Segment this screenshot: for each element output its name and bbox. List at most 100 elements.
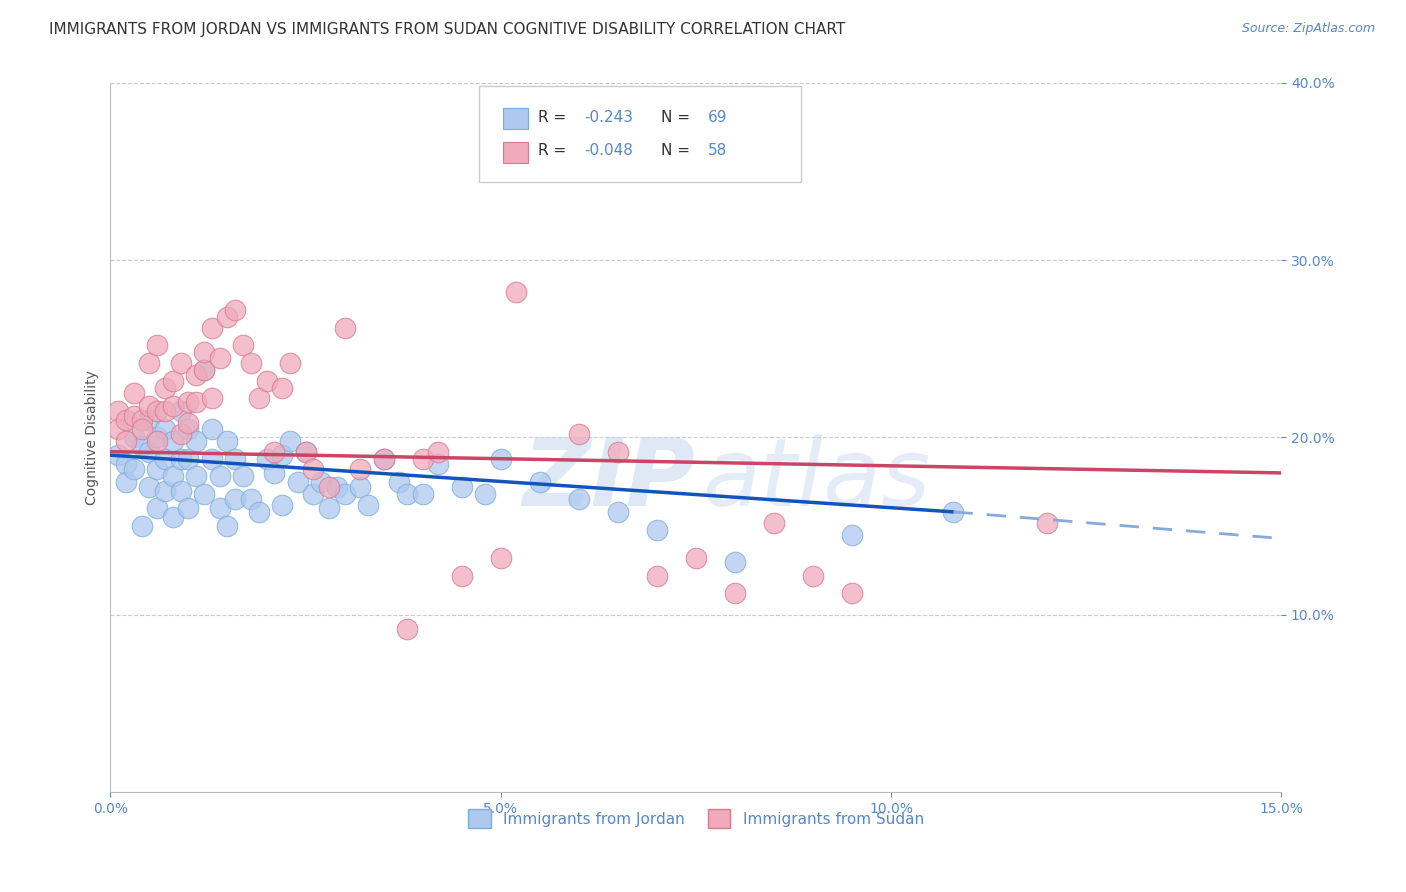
Point — [193, 363, 215, 377]
Text: atlas: atlas — [702, 434, 929, 525]
Point — [186, 434, 208, 448]
Point — [309, 475, 332, 489]
Point — [247, 505, 270, 519]
Point — [193, 487, 215, 501]
Point — [505, 285, 527, 299]
Text: Source: ZipAtlas.com: Source: ZipAtlas.com — [1241, 22, 1375, 36]
Point — [247, 392, 270, 406]
Point — [131, 439, 153, 453]
Point — [762, 516, 785, 530]
Point — [349, 480, 371, 494]
Point — [1036, 516, 1059, 530]
Point — [450, 480, 472, 494]
Point — [357, 498, 380, 512]
Point — [138, 356, 160, 370]
Point — [271, 381, 294, 395]
Point — [169, 356, 191, 370]
Point — [263, 444, 285, 458]
Point — [388, 475, 411, 489]
Point — [224, 451, 246, 466]
Point — [373, 451, 395, 466]
Point — [302, 462, 325, 476]
FancyBboxPatch shape — [502, 108, 529, 129]
Point — [115, 457, 138, 471]
Point — [146, 501, 169, 516]
Point — [208, 469, 231, 483]
Text: -0.048: -0.048 — [585, 143, 634, 158]
Point — [186, 469, 208, 483]
Point — [427, 444, 450, 458]
Point — [489, 451, 512, 466]
Point — [122, 430, 145, 444]
Point — [395, 622, 418, 636]
Point — [122, 462, 145, 476]
Point — [107, 404, 129, 418]
FancyBboxPatch shape — [502, 142, 529, 163]
Text: R =: R = — [537, 111, 571, 125]
Point — [138, 444, 160, 458]
Point — [294, 444, 316, 458]
Legend: Immigrants from Jordan, Immigrants from Sudan: Immigrants from Jordan, Immigrants from … — [461, 803, 929, 834]
Point — [193, 363, 215, 377]
Point — [138, 413, 160, 427]
Point — [186, 395, 208, 409]
Point — [474, 487, 496, 501]
Point — [294, 444, 316, 458]
Point — [131, 519, 153, 533]
Point — [131, 421, 153, 435]
Text: 69: 69 — [707, 111, 727, 125]
Point — [263, 466, 285, 480]
Point — [724, 555, 747, 569]
Point — [412, 487, 434, 501]
Point — [427, 457, 450, 471]
Point — [287, 475, 309, 489]
Point — [278, 356, 301, 370]
Text: -0.243: -0.243 — [585, 111, 634, 125]
Point — [271, 498, 294, 512]
Point — [193, 345, 215, 359]
Point — [169, 483, 191, 498]
Point — [169, 451, 191, 466]
Point — [606, 505, 628, 519]
Point — [333, 487, 356, 501]
Point — [217, 434, 239, 448]
Point — [685, 551, 707, 566]
Point — [153, 483, 176, 498]
Point — [942, 505, 965, 519]
Point — [239, 492, 262, 507]
Point — [153, 404, 176, 418]
Point — [201, 421, 224, 435]
Point — [239, 356, 262, 370]
Point — [162, 510, 184, 524]
Point — [318, 480, 340, 494]
Point — [302, 487, 325, 501]
Point — [138, 399, 160, 413]
Point — [107, 421, 129, 435]
Point — [224, 492, 246, 507]
Point — [208, 351, 231, 365]
Point — [115, 475, 138, 489]
Point — [201, 451, 224, 466]
Text: ZIP: ZIP — [523, 434, 696, 526]
Point — [122, 386, 145, 401]
Point — [138, 480, 160, 494]
Point — [645, 523, 668, 537]
Point — [153, 421, 176, 435]
Point — [568, 426, 591, 441]
Point — [177, 417, 200, 431]
Point — [801, 568, 824, 582]
Point — [278, 434, 301, 448]
Point — [349, 462, 371, 476]
Point — [841, 586, 863, 600]
Point — [177, 421, 200, 435]
Point — [450, 568, 472, 582]
Point — [232, 338, 254, 352]
Point — [177, 395, 200, 409]
Point — [146, 434, 169, 448]
Point — [724, 586, 747, 600]
Point — [146, 404, 169, 418]
Point — [162, 399, 184, 413]
Point — [107, 448, 129, 462]
Point — [201, 392, 224, 406]
Point — [395, 487, 418, 501]
